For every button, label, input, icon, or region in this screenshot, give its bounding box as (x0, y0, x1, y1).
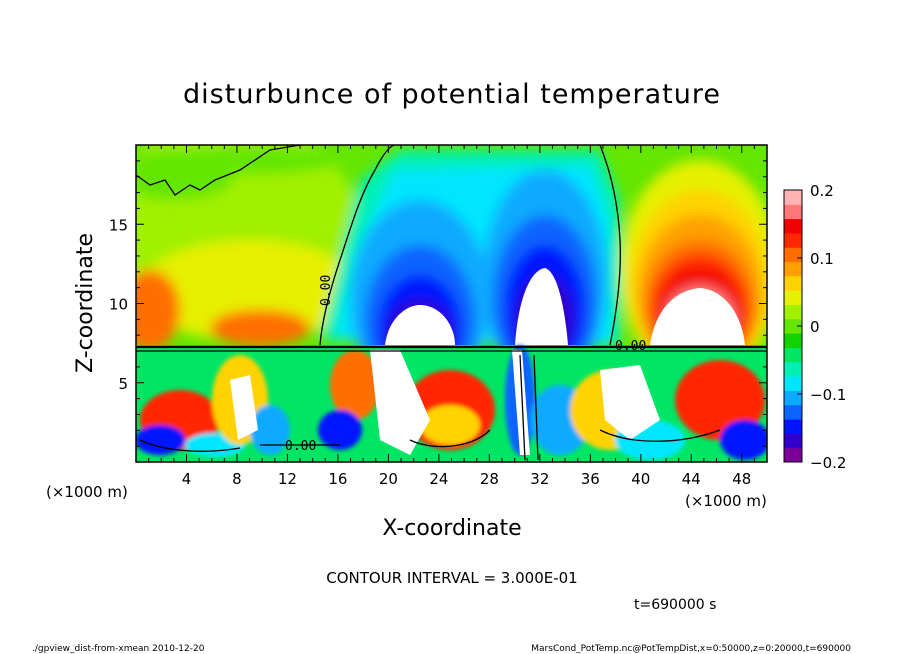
colorbar-segment (784, 318, 802, 334)
y-tick-label: 5 (118, 375, 128, 393)
colorbar-segment (784, 304, 802, 320)
colorbar-ticks: 0.2 0.1 0 −0.1 −0.2 (797, 182, 846, 472)
contour-interval: CONTOUR INTERVAL = 3.000E-01 (326, 569, 577, 587)
y-tick-label: 10 (109, 296, 128, 314)
colorbar-segment (784, 204, 802, 220)
colorbar-tick-label: 0.2 (810, 182, 834, 200)
x-tick-label: 28 (480, 470, 499, 488)
x-axis-ticks: 4 8 12 16 20 24 28 32 36 40 44 48 (148, 145, 755, 488)
colorbar-segment (784, 218, 802, 234)
contour-label-right: 0.00 (615, 339, 646, 354)
x-tick-label: 12 (278, 470, 297, 488)
x-tick-label: 20 (379, 470, 398, 488)
x-tick-label: 40 (631, 470, 650, 488)
colorbar-tick-label: 0.1 (810, 250, 834, 268)
colorbar-segment (784, 433, 802, 449)
x-tick-label: 32 (530, 470, 549, 488)
colorbar-tick-label: 0 (810, 318, 820, 336)
footer-right: MarsCond_PotTemp.nc@PotTempDist,x=0:5000… (531, 644, 851, 654)
x-unit-right: (×1000 m) (685, 492, 767, 510)
x-tick-label: 44 (682, 470, 701, 488)
colorbar-segment (784, 190, 802, 205)
x-unit-left: (×1000 m) (46, 483, 128, 501)
colorbar-segment (784, 404, 802, 420)
time-label: t=690000 s (634, 597, 716, 613)
colorbar-segment (784, 261, 802, 277)
contour-label-bottom: 0.00 (285, 439, 316, 454)
colorbar-tick-label: −0.2 (810, 454, 846, 472)
colorbar-segment (784, 419, 802, 434)
colorbar-segment (784, 347, 802, 363)
x-tick-label: 24 (429, 470, 448, 488)
colorbar-tick-label: −0.1 (810, 386, 846, 404)
colorbar-segment (784, 290, 802, 306)
colorbar-segment (784, 333, 802, 348)
colorbar-segment (784, 376, 802, 391)
plot-area: 0.00 0.00 0.00 (136, 145, 767, 462)
y-axis-label: Z-coordinate (73, 233, 98, 373)
y-tick-label: 15 (109, 216, 128, 234)
y-axis-ticks: 5 10 15 (109, 160, 767, 447)
chart-title: disturbunce of potential temperature (183, 79, 721, 110)
x-tick-label: 36 (581, 470, 600, 488)
colorbar-segment (784, 247, 802, 263)
footer-left: ./gpview_dist-from-xmean 2010-12-20 (32, 644, 205, 654)
x-tick-label: 8 (232, 470, 242, 488)
colorbar-segment (784, 275, 802, 291)
x-axis-label: X-coordinate (382, 516, 521, 541)
colorbar-segment (784, 232, 802, 248)
colorbar-segment (784, 447, 802, 463)
x-tick-label: 4 (182, 470, 192, 488)
colorbar-segment (784, 361, 802, 377)
x-tick-label: 48 (732, 470, 751, 488)
x-tick-label: 16 (328, 470, 347, 488)
contour-label-top: 0.00 (319, 275, 334, 306)
colorbar (784, 190, 802, 463)
colorbar-segment (784, 390, 802, 406)
